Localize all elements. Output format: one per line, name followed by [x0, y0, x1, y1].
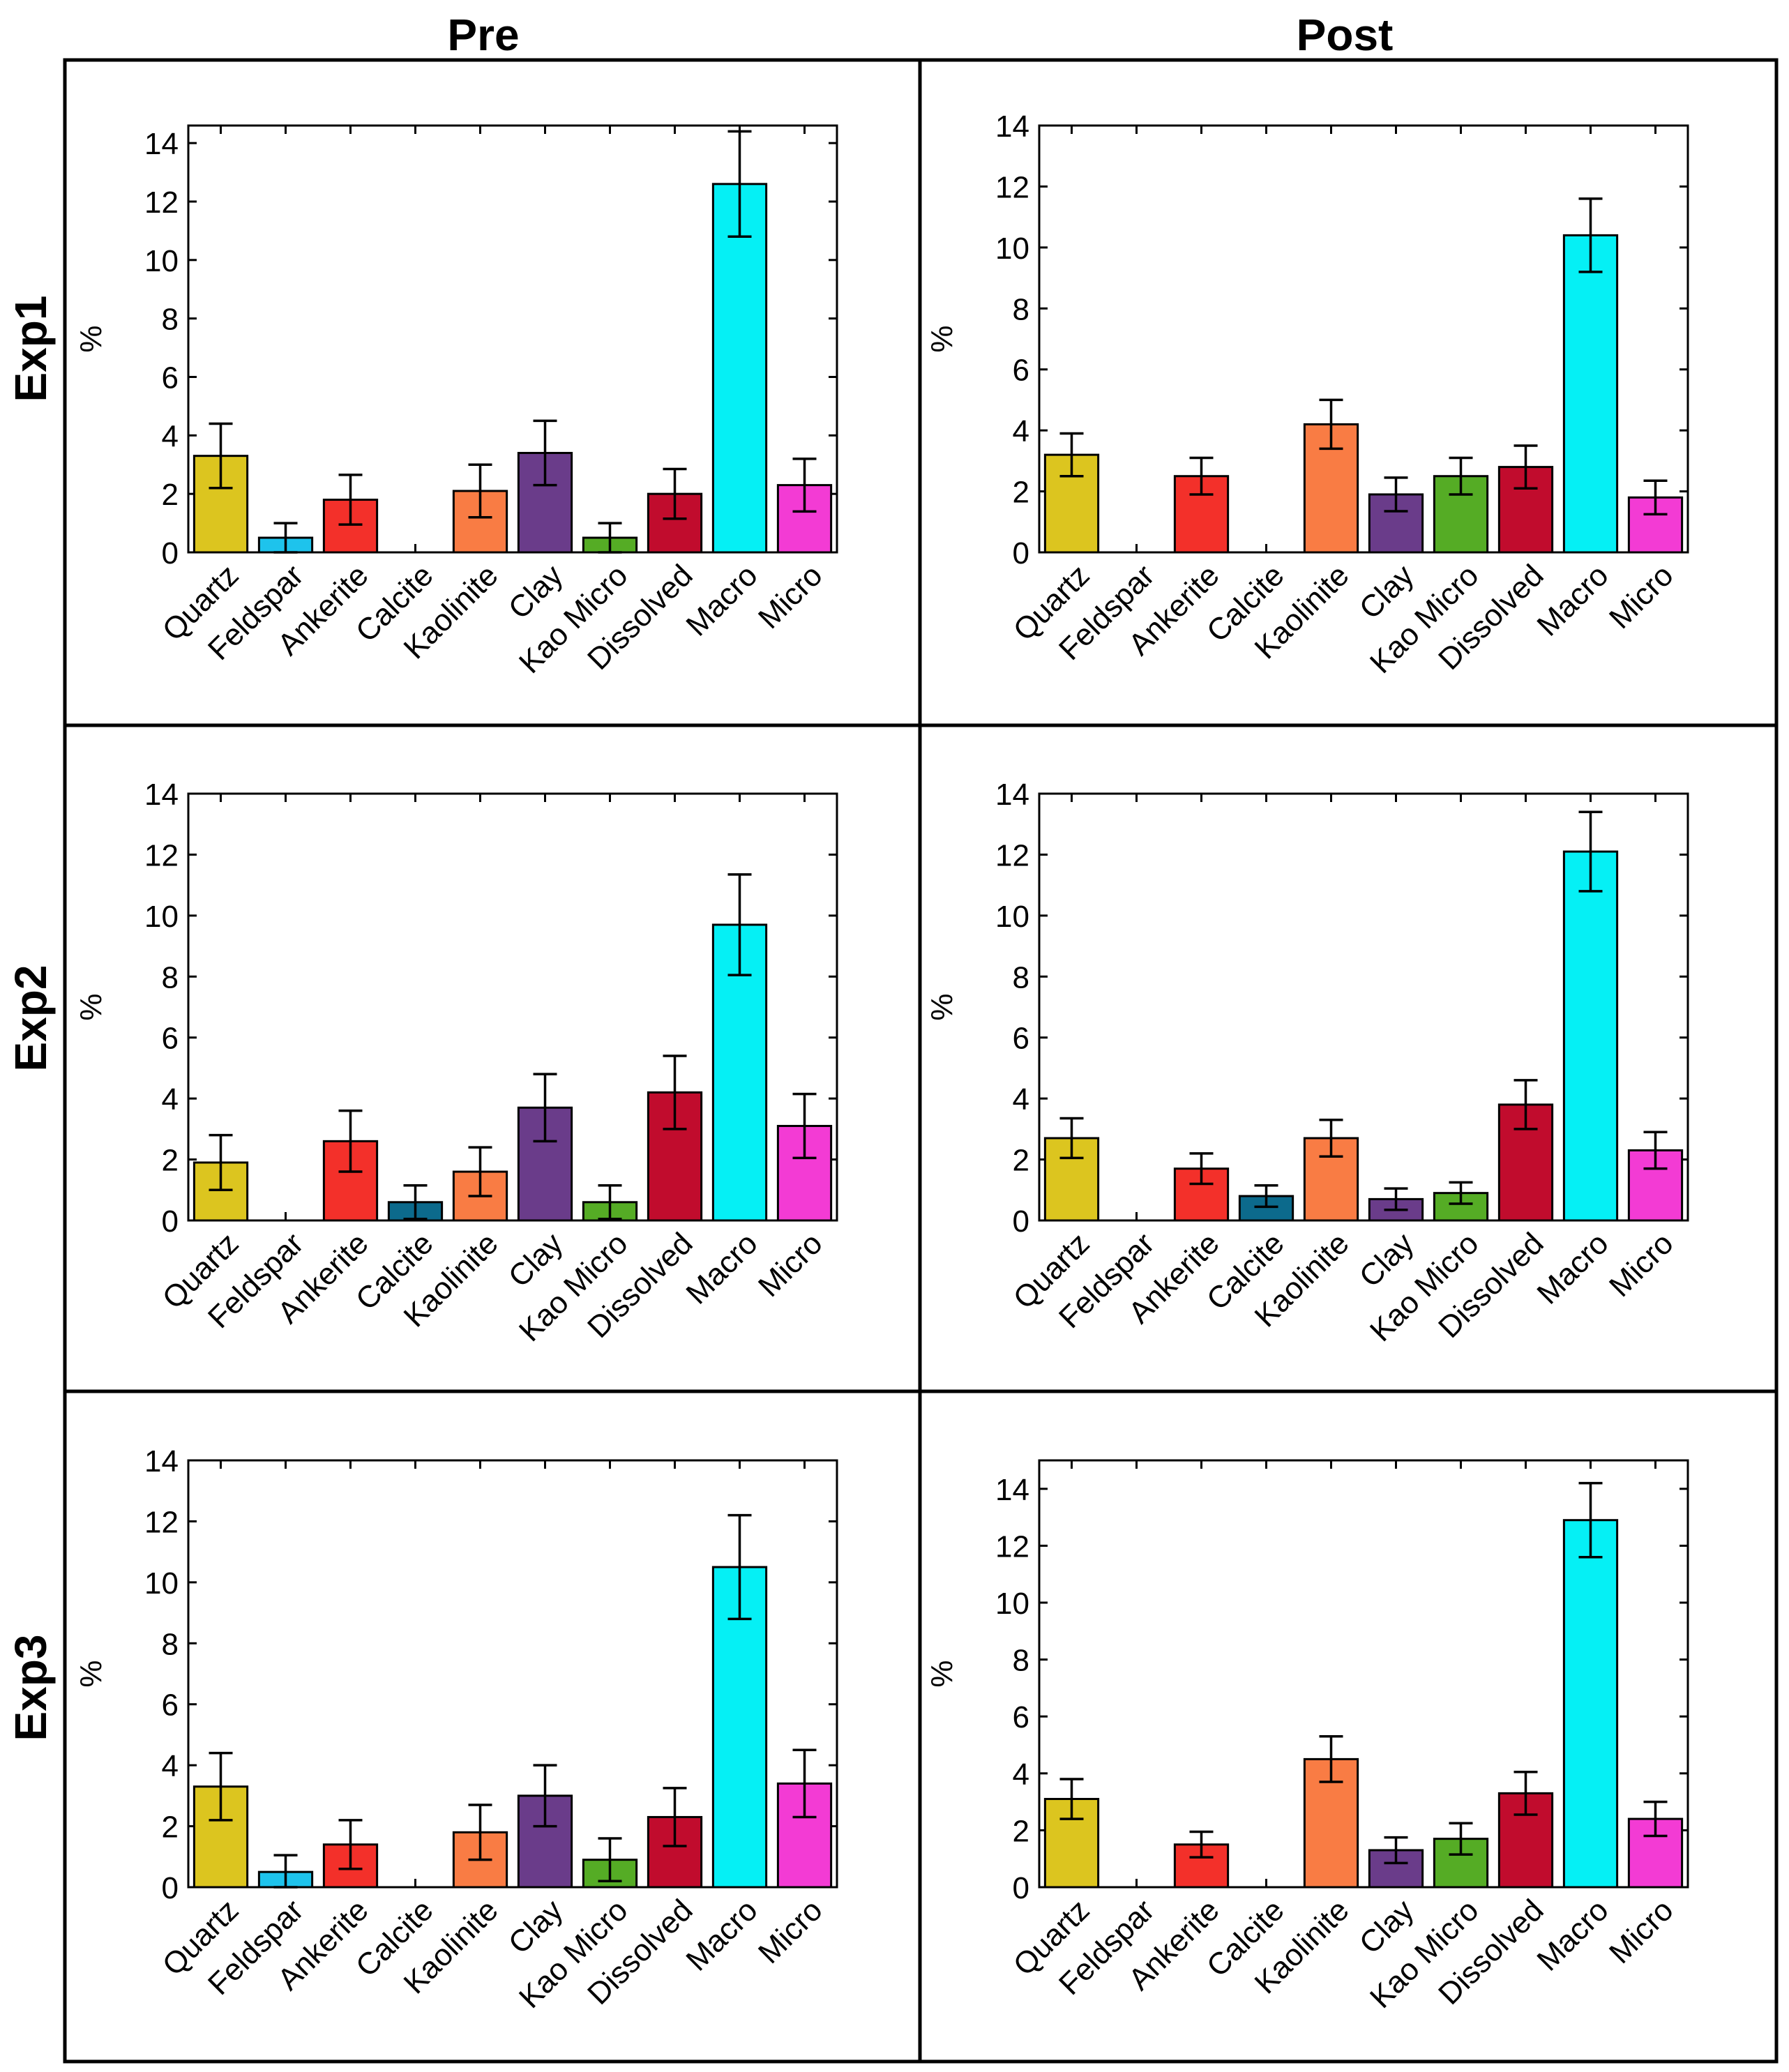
panels: 02468101214%QuartzFeldsparAnkeriteCalcit…	[74, 109, 1689, 2015]
x-tick-label-micro: Micro	[1603, 558, 1680, 635]
x-tick-label-macro: Macro	[679, 1226, 764, 1310]
x-tick-label-micro: Micro	[752, 1226, 829, 1303]
grid-frame	[63, 58, 1779, 2064]
y-tick-label: 8	[162, 960, 179, 995]
y-tick-label: 14	[144, 778, 179, 812]
y-tick-label: 2	[162, 478, 179, 512]
chart-panel-exp1-post: 02468101214%QuartzFeldsparAnkeriteCalcit…	[925, 109, 1689, 680]
y-tick-label: 12	[995, 1529, 1029, 1564]
x-tick-label-macro: Macro	[1530, 1893, 1615, 1977]
bar-macro	[711, 1566, 768, 1889]
bar-macro	[1562, 1519, 1619, 1889]
x-tick-label-micro: Micro	[1603, 1893, 1680, 1970]
y-tick-label: 0	[162, 1204, 179, 1239]
y-tick-label: 0	[1013, 1204, 1029, 1239]
y-tick-label: 2	[162, 1144, 179, 1178]
y-tick-label: 4	[162, 1082, 179, 1117]
y-axis-label: %	[925, 325, 959, 352]
x-tick-label-macro: Macro	[679, 558, 764, 642]
bar-dissolved	[1497, 466, 1554, 554]
y-axis-label: %	[74, 325, 108, 352]
y-tick-label: 12	[144, 838, 179, 872]
y-tick-label: 4	[1013, 1757, 1029, 1792]
y-tick-label: 2	[1013, 476, 1029, 510]
y-tick-label: 6	[162, 1688, 179, 1723]
y-tick-label: 2	[162, 1810, 179, 1845]
bar-macro	[1562, 850, 1619, 1222]
chart-panel-exp1-pre: 02468101214%QuartzFeldsparAnkeriteCalcit…	[74, 124, 838, 680]
column-title-pre: Pre	[447, 10, 519, 60]
y-tick-label: 14	[995, 1473, 1029, 1507]
y-tick-label: 2	[1013, 1144, 1029, 1178]
y-tick-label: 8	[162, 303, 179, 337]
y-tick-label: 10	[144, 1566, 179, 1601]
y-tick-label: 10	[995, 1587, 1029, 1621]
y-tick-label: 8	[1013, 1644, 1029, 1678]
y-axis-label: %	[74, 993, 108, 1020]
y-tick-label: 14	[144, 127, 179, 161]
y-tick-label: 8	[1013, 292, 1029, 326]
x-tick-label-macro: Macro	[1530, 1226, 1615, 1310]
y-tick-label: 6	[162, 1022, 179, 1056]
y-tick-label: 10	[995, 900, 1029, 934]
y-tick-label: 12	[144, 1505, 179, 1539]
y-tick-label: 12	[995, 838, 1029, 872]
y-tick-label: 0	[1013, 1871, 1029, 1905]
x-tick-label-micro: Micro	[752, 558, 829, 635]
y-tick-label: 8	[1013, 960, 1029, 995]
y-tick-label: 14	[144, 1444, 179, 1479]
bar-macro	[711, 183, 768, 554]
bar-macro	[1562, 234, 1619, 554]
y-tick-label: 12	[144, 186, 179, 220]
row-title-exp1: Exp1	[6, 296, 56, 402]
y-axis-label: %	[74, 1660, 108, 1687]
x-tick-label-micro: Micro	[1603, 1226, 1680, 1303]
row-title-exp2: Exp2	[6, 965, 56, 1072]
y-tick-label: 0	[1013, 536, 1029, 570]
y-tick-label: 4	[1013, 1082, 1029, 1117]
y-tick-label: 4	[1013, 414, 1029, 448]
y-tick-label: 6	[1013, 354, 1029, 388]
y-tick-label: 10	[995, 232, 1029, 266]
y-tick-label: 8	[162, 1627, 179, 1661]
y-tick-label: 10	[144, 900, 179, 934]
row-title-exp3: Exp3	[6, 1635, 56, 1741]
y-axis-label: %	[925, 993, 959, 1020]
y-tick-label: 14	[995, 778, 1029, 812]
y-tick-label: 0	[162, 536, 179, 570]
y-tick-label: 10	[144, 244, 179, 278]
chart-panel-exp3-post: 02468101214%QuartzFeldsparAnkeriteCalcit…	[925, 1459, 1689, 2015]
y-tick-label: 4	[162, 419, 179, 453]
chart-panel-exp3-pre: 02468101214%QuartzFeldsparAnkeriteCalcit…	[74, 1444, 838, 2015]
x-tick-label-micro: Micro	[752, 1893, 829, 1970]
y-tick-label: 6	[162, 361, 179, 395]
y-tick-label: 14	[995, 109, 1029, 144]
chart-panel-exp2-post: 02468101214%QuartzFeldsparAnkeriteCalcit…	[925, 778, 1689, 1348]
y-tick-label: 0	[162, 1871, 179, 1905]
y-tick-label: 6	[1013, 1700, 1029, 1734]
chart-panel-exp2-pre: 02468101214%QuartzFeldsparAnkeriteCalcit…	[74, 778, 838, 1348]
y-tick-label: 6	[1013, 1022, 1029, 1056]
y-axis-label: %	[925, 1660, 959, 1687]
x-tick-label-macro: Macro	[1530, 558, 1615, 642]
y-tick-label: 12	[995, 170, 1029, 204]
column-title-post: Post	[1297, 10, 1394, 60]
x-tick-label-macro: Macro	[679, 1893, 764, 1977]
y-tick-label: 2	[1013, 1814, 1029, 1848]
y-tick-label: 4	[162, 1749, 179, 1783]
